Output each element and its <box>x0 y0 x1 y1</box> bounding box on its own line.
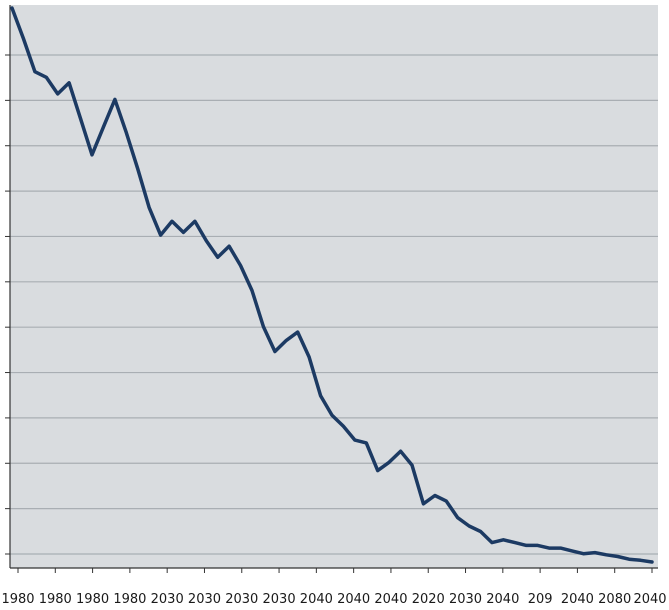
x-tick-label: 1980 <box>113 592 146 607</box>
series-layer <box>10 6 654 564</box>
x-tick-label: 2020 <box>412 592 445 607</box>
x-tick-labels: 1980 1980 1980 1980 2030 2030 2030 2030 2040 2040… <box>1 568 667 607</box>
x-tick-label: 2080 <box>598 592 631 607</box>
x-tick-label: 2030 <box>151 592 184 607</box>
axes <box>5 5 658 569</box>
x-tick-label: 2040 <box>300 592 333 607</box>
plot-background <box>10 5 658 568</box>
x-tick-label: 209 <box>528 592 553 607</box>
x-tick-label: 2030 <box>449 592 482 607</box>
x-tick-label: 2040 <box>561 592 594 607</box>
x-tick-label: 2040 <box>374 592 407 607</box>
x-tick-label: 2040 <box>486 592 519 607</box>
x-tick-label: 2030 <box>225 592 258 607</box>
x-tick-label: 1980 <box>39 592 72 607</box>
x-tick-label: 2030 <box>188 592 221 607</box>
x-tick-label: 2030 <box>263 592 296 607</box>
series-line <box>10 6 654 564</box>
x-tick-label: 1980 <box>1 592 34 607</box>
x-tick-label: 2040 <box>633 592 666 607</box>
x-tick-label: 2040 <box>337 592 370 607</box>
x-tick-label: 1980 <box>76 592 109 607</box>
